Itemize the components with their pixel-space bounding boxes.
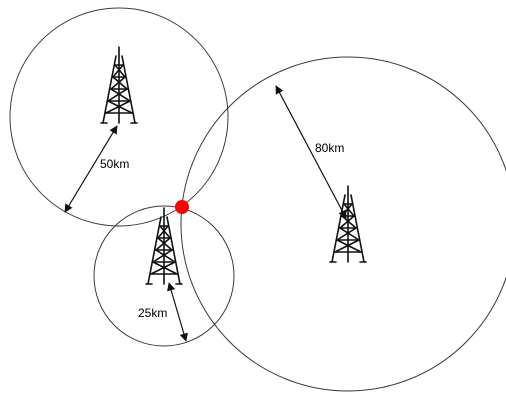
- radio-tower-icon: [100, 46, 138, 124]
- coverage-circle-80km: [180, 56, 506, 392]
- radius-label-50km: 50km: [100, 157, 129, 171]
- radius-label-80km: 80km: [315, 141, 344, 155]
- radius-label-25km: 25km: [138, 306, 167, 320]
- intersection-point: [175, 200, 189, 214]
- radio-tower-icon: [145, 207, 183, 285]
- coverage-circle-50km: [9, 7, 229, 227]
- radius-arrow-50km: [64, 125, 118, 213]
- radius-arrow-25km: [167, 282, 188, 342]
- coverage-circle-25km: [93, 205, 235, 347]
- radius-arrow-80km: [275, 85, 347, 219]
